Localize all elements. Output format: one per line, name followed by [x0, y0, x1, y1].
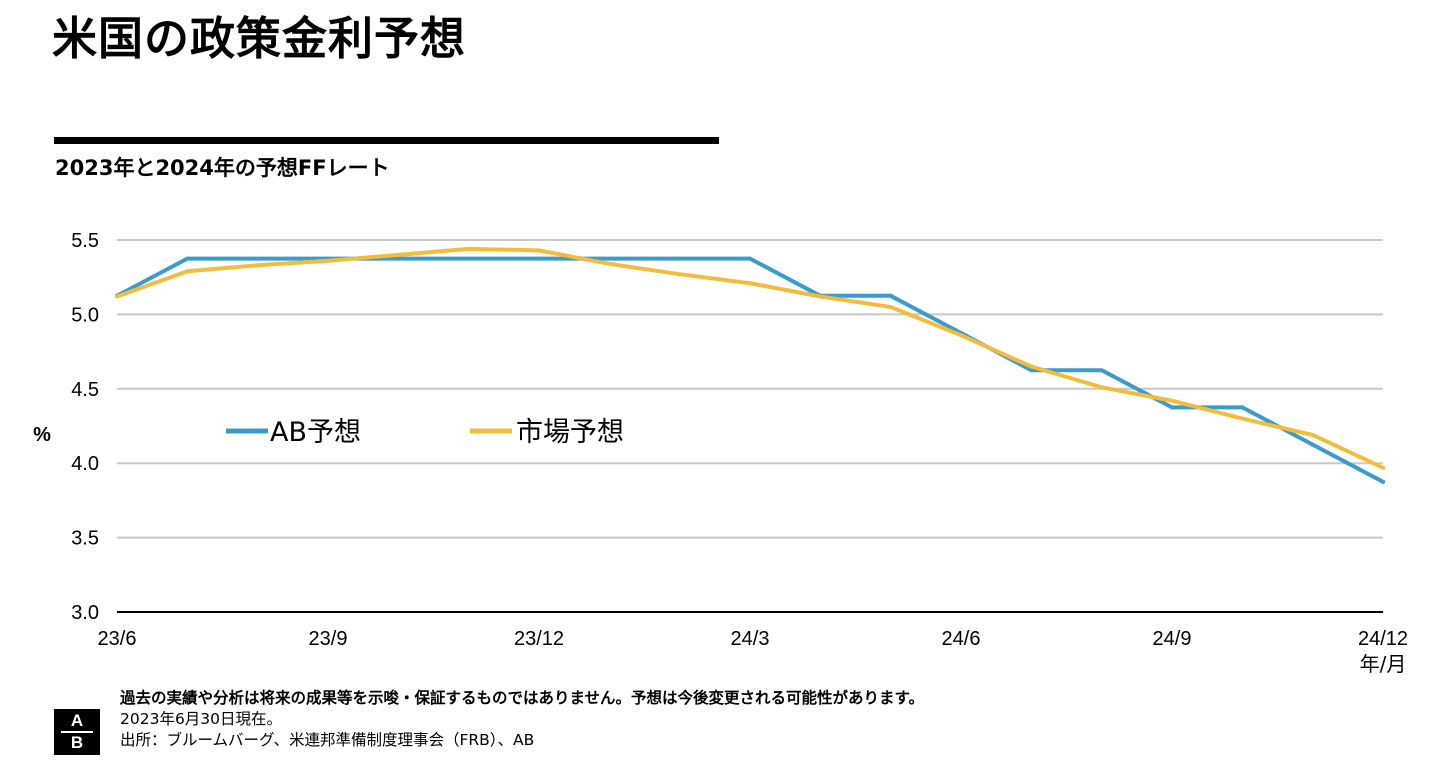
data-point	[748, 256, 752, 261]
legend-label: AB予想	[270, 417, 361, 448]
x-tick-label: 24/6	[942, 628, 981, 650]
y-tick-label: 5.0	[71, 304, 99, 326]
x-tick-label: 23/9	[309, 628, 348, 650]
data-point	[466, 246, 471, 251]
y-axis-label: %	[33, 424, 51, 446]
x-tick-label: 23/6	[98, 628, 137, 650]
ab-logo: A B	[54, 709, 100, 755]
data-point	[1099, 368, 1104, 373]
logo-divider	[61, 731, 93, 733]
data-point	[185, 269, 190, 274]
series-lines	[115, 246, 1385, 484]
disclaimer-text: 過去の実績や分析は将来の成果等を示唆・保証するものではありません。予想は今後変更…	[120, 689, 924, 707]
data-point	[888, 293, 893, 298]
footnotes: 過去の実績や分析は将来の成果等を示唆・保証するものではありません。予想は今後変更…	[120, 688, 924, 751]
legend-label: 市場予想	[516, 417, 624, 448]
y-tick-label: 3.5	[71, 528, 99, 550]
data-point	[537, 256, 541, 261]
asof-text: 2023年6月30日現在。	[120, 710, 283, 728]
data-point	[1310, 432, 1315, 437]
data-point	[959, 333, 963, 338]
data-point	[537, 248, 541, 253]
title-divider	[54, 137, 719, 144]
data-point	[818, 294, 823, 299]
source-text: 出所：ブルームバーグ、米連邦準備制度理事会（FRB）、AB	[120, 731, 535, 749]
y-tick-label: 4.0	[71, 453, 99, 475]
series-line-1	[115, 256, 1385, 484]
data-point	[607, 261, 612, 266]
data-point	[185, 256, 190, 261]
x-tick-label: 23/12	[514, 628, 564, 650]
axes: 5.5 5.0 4.5 4.0 3.5 3.0% 23/6 23/9 23/12 24/3 24/6…	[33, 230, 1408, 676]
data-point	[1029, 368, 1034, 373]
x-tick-label: 24/3	[731, 628, 770, 650]
data-point	[1099, 385, 1104, 390]
logo-letter-b: B	[70, 733, 84, 752]
y-tick-label: 3.0	[71, 602, 99, 624]
data-point	[677, 272, 682, 277]
legend: AB予想 市場予想	[226, 417, 624, 448]
data-point	[1310, 442, 1315, 447]
y-tick-label: 4.5	[71, 379, 99, 401]
data-point	[1170, 398, 1174, 403]
data-point	[1029, 364, 1034, 369]
x-tick-label: 24/9	[1153, 628, 1192, 650]
data-point	[748, 281, 752, 286]
data-point	[1381, 465, 1385, 470]
data-point	[1170, 405, 1174, 410]
data-point	[1381, 479, 1385, 484]
data-point	[255, 263, 260, 268]
chart-subtitle: 2023年と2024年の予想FFレート	[55, 156, 390, 180]
data-point	[1240, 405, 1245, 410]
x-axis-label: 年/月	[1360, 652, 1407, 676]
y-tick-label: 5.5	[71, 230, 99, 252]
data-point	[115, 294, 119, 299]
x-tick-label: 24/12	[1358, 628, 1408, 650]
logo-letter-a: A	[70, 711, 84, 730]
data-point	[1240, 416, 1245, 421]
data-point	[396, 252, 401, 257]
grid-lines	[117, 239, 1383, 539]
page-title: 米国の政策金利予想	[52, 12, 467, 65]
data-point	[326, 258, 330, 263]
data-point	[888, 304, 893, 309]
